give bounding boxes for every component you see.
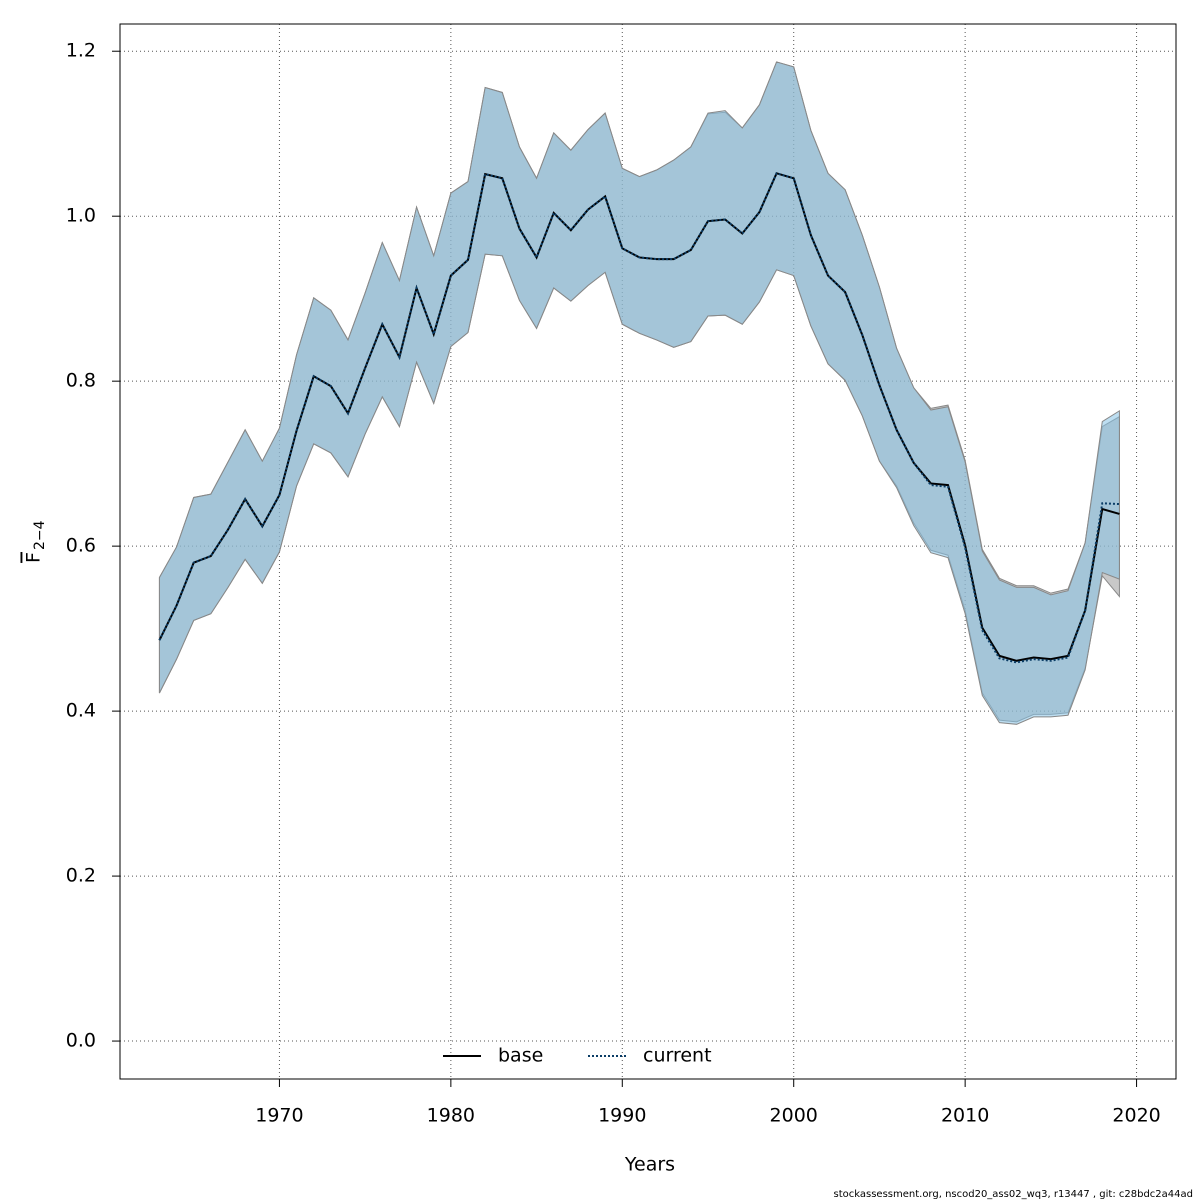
y-tick-label: 1.2 xyxy=(66,40,96,62)
x-tick-label: 2020 xyxy=(1112,1105,1160,1127)
y-label-sub: 2−4 xyxy=(32,520,48,550)
footer: stockassessment.org, nscod20_ass02_wq3, … xyxy=(834,1189,1194,1200)
y-tick-label: 0.8 xyxy=(66,370,96,392)
y-axis-label: F 2−4 xyxy=(23,520,49,563)
y-tick-label: 0.4 xyxy=(66,700,96,722)
legend-label: base xyxy=(498,1045,543,1067)
y-tick-label: 1.0 xyxy=(66,205,96,227)
x-axis-label: Years xyxy=(624,1154,675,1176)
plot-frame xyxy=(119,23,1177,1080)
legend-label: current xyxy=(643,1045,712,1067)
x-tick-label: 2010 xyxy=(941,1105,989,1127)
y-tick-label: 0.2 xyxy=(66,865,96,887)
x-tick-label: 1970 xyxy=(255,1105,303,1127)
y-tick-label: 0.0 xyxy=(66,1030,96,1052)
y-label-main: F xyxy=(23,552,45,563)
series-line xyxy=(158,172,1120,664)
confidence-band xyxy=(158,61,1120,725)
x-tick-label: 2000 xyxy=(770,1105,818,1127)
legend: base current xyxy=(443,1045,712,1067)
x-tick-label: 1990 xyxy=(598,1105,646,1127)
y-tick-label: 0.6 xyxy=(66,535,96,557)
x-tick-label: 1980 xyxy=(427,1105,475,1127)
